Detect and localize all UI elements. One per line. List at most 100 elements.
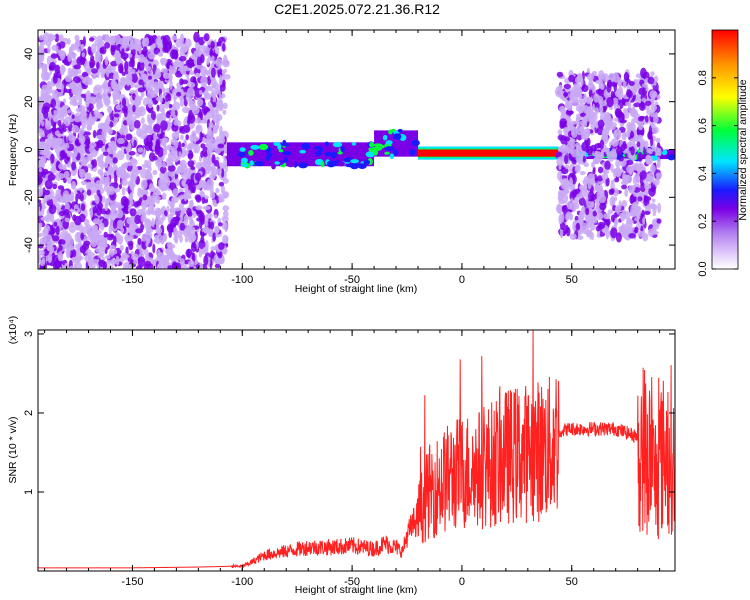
heatmap-cell [607,79,612,89]
heatmap-cell [137,189,144,198]
heatmap-cell [152,192,159,197]
heatmap-cell [52,235,60,242]
heatmap-cell [83,158,88,167]
heatmap-cell [153,123,161,133]
heatmap-cell [267,152,273,157]
colorbar-tick-label: 0.8 [697,70,709,85]
heatmap-cell [180,134,184,141]
heatmap-cell [357,163,367,170]
heatmap-cell [222,205,230,212]
heatmap-cell [78,127,85,136]
heatmap-cell [638,162,644,173]
heatmap-cell [320,161,325,168]
heatmap-cell [576,193,583,199]
heatmap-cell [221,168,225,178]
heatmap-cell [340,146,346,153]
heatmap-cell [71,125,80,134]
heatmap-cell [138,54,145,63]
heatmap-cell [73,95,79,101]
heatmap-cell [124,84,131,91]
heatmap-cell [652,179,657,185]
heatmap-cell [148,75,152,80]
heatmap-cell [384,146,395,152]
heatmap-cell [556,203,562,214]
heatmap-cell [125,133,133,141]
heatmap-cell [129,208,137,217]
heatmap-cell [107,105,112,114]
heatmap-cell [91,226,99,238]
heatmap-cell [75,138,79,146]
heatmap-cell [626,165,634,174]
heatmap-cell [38,159,45,168]
heatmap-cell [151,217,155,228]
heatmap-cell [210,191,216,200]
heatmap-cell [145,173,153,182]
heatmap-cell [145,124,153,134]
heatmap-cell [146,114,151,122]
heatmap-cell [121,107,127,112]
heatmap-cell [137,237,142,246]
heatmap-cell [38,188,43,197]
heatmap-cell [198,248,203,258]
heatmap-cell [609,196,616,207]
heatmap-cell [98,242,107,252]
heatmap-cell [138,79,144,86]
heatmap-cell [657,202,662,214]
heatmap-cell [656,156,661,168]
heatmap-cell [134,214,142,225]
heatmap-cell [282,139,287,146]
heatmap-cell [365,151,375,158]
heatmap-cell [164,101,170,109]
heatmap-cell [43,71,51,81]
heatmap-cell [610,227,618,239]
heatmap-cell [141,207,146,214]
heatmap-cell [188,82,196,88]
heatmap-cell [130,72,138,84]
heatmap-cell [115,55,120,65]
heatmap-cell [127,141,132,151]
heatmap-cell [651,198,656,203]
x-tick-label: -100 [231,576,253,588]
heatmap-cell [133,259,138,265]
heatmap-cell [210,250,214,260]
heatmap-cell [195,209,202,214]
heatmap-cell [218,193,223,203]
heatmap-cell [574,86,583,98]
heatmap-cell [644,115,649,123]
heatmap-cell [612,97,619,107]
heatmap-cell [172,188,179,197]
heatmap-cell [161,192,167,200]
heatmap-cell [67,38,71,45]
heatmap-cell [182,124,191,133]
heatmap-cell [54,64,61,75]
heatmap-cell [38,232,44,238]
heatmap-cell [100,170,104,179]
y-tick-label: 0 [23,146,35,152]
heatmap-cell [587,183,592,189]
heatmap-cell [94,84,102,91]
heatmap-cell [121,36,129,46]
heatmap-cell [595,225,601,232]
heatmap-cell [582,155,586,163]
heatmap-cell [38,174,43,186]
heatmap-cell [131,43,140,50]
heatmap-cell [206,147,213,157]
heatmap-cell [121,179,128,186]
heatmap-cell [64,262,68,269]
heatmap-cell [640,67,647,79]
heatmap-cell [193,58,197,65]
heatmap-cell [149,199,156,207]
y-tick-label: 1 [23,489,35,495]
heatmap-cell [210,246,216,251]
heatmap-cell [54,33,60,43]
x-tick-label: 50 [566,576,578,588]
heatmap-cell [97,202,103,211]
heatmap-cell [159,235,166,243]
heatmap-cell [644,140,649,150]
heatmap-cell [209,48,214,57]
heatmap-cell [397,128,403,133]
heatmap-cell [79,168,86,178]
heatmap-cell [123,120,128,126]
heatmap-line-core [418,149,559,157]
heatmap-cell [96,61,100,70]
